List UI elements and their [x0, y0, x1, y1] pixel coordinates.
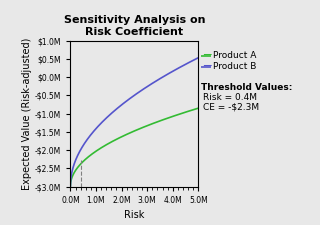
Text: ─: ─	[203, 49, 211, 62]
Product B	[196, 56, 200, 59]
Product A	[138, 127, 141, 130]
Product B	[193, 58, 197, 61]
Text: CE = -$2.3M: CE = -$2.3M	[203, 102, 259, 111]
Product B	[129, 96, 133, 99]
Title: Sensitivity Analysis on
Risk Coefficient: Sensitivity Analysis on Risk Coefficient	[64, 15, 205, 37]
Product B	[68, 185, 72, 187]
Product A	[129, 131, 133, 134]
Product A	[130, 131, 134, 133]
Product B	[138, 90, 141, 93]
Product B	[173, 68, 177, 71]
Product A	[196, 107, 200, 110]
Product A	[145, 125, 148, 127]
Line: Product A: Product A	[70, 108, 198, 186]
Product B	[145, 86, 148, 88]
Text: Threshold Values:: Threshold Values:	[201, 83, 292, 92]
Product A	[193, 108, 197, 110]
Product A	[173, 114, 177, 117]
Text: Risk = 0.4M: Risk = 0.4M	[203, 93, 257, 102]
Y-axis label: Expected Value (Risk-adjusted): Expected Value (Risk-adjusted)	[22, 37, 32, 190]
Product A	[68, 185, 72, 187]
Text: Product A: Product A	[213, 51, 256, 60]
Text: Product B: Product B	[213, 62, 256, 71]
Text: ─: ─	[203, 60, 211, 73]
Line: Product B: Product B	[70, 58, 198, 186]
Product B	[130, 96, 134, 98]
X-axis label: Risk: Risk	[124, 210, 145, 220]
